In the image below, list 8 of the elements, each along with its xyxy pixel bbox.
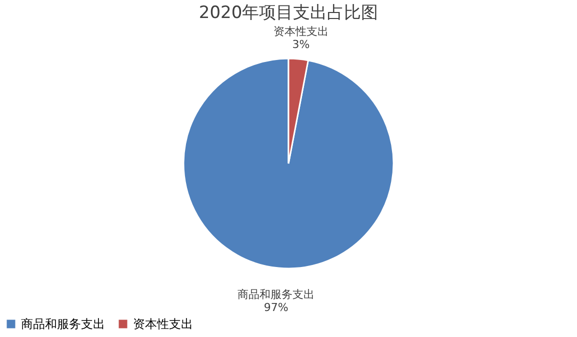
data-label: 97% bbox=[264, 300, 288, 314]
data-label: 3% bbox=[292, 38, 310, 52]
pie-slice bbox=[182, 58, 394, 270]
chart-title: 2020年项目支出占比图 bbox=[198, 3, 378, 24]
legend-label: 商品和服务支出 bbox=[21, 317, 105, 331]
slice-label: 商品和服务支出 bbox=[238, 288, 315, 301]
legend-label: 资本性支出 bbox=[133, 317, 193, 331]
slice-label: 资本性支出 bbox=[273, 25, 328, 38]
